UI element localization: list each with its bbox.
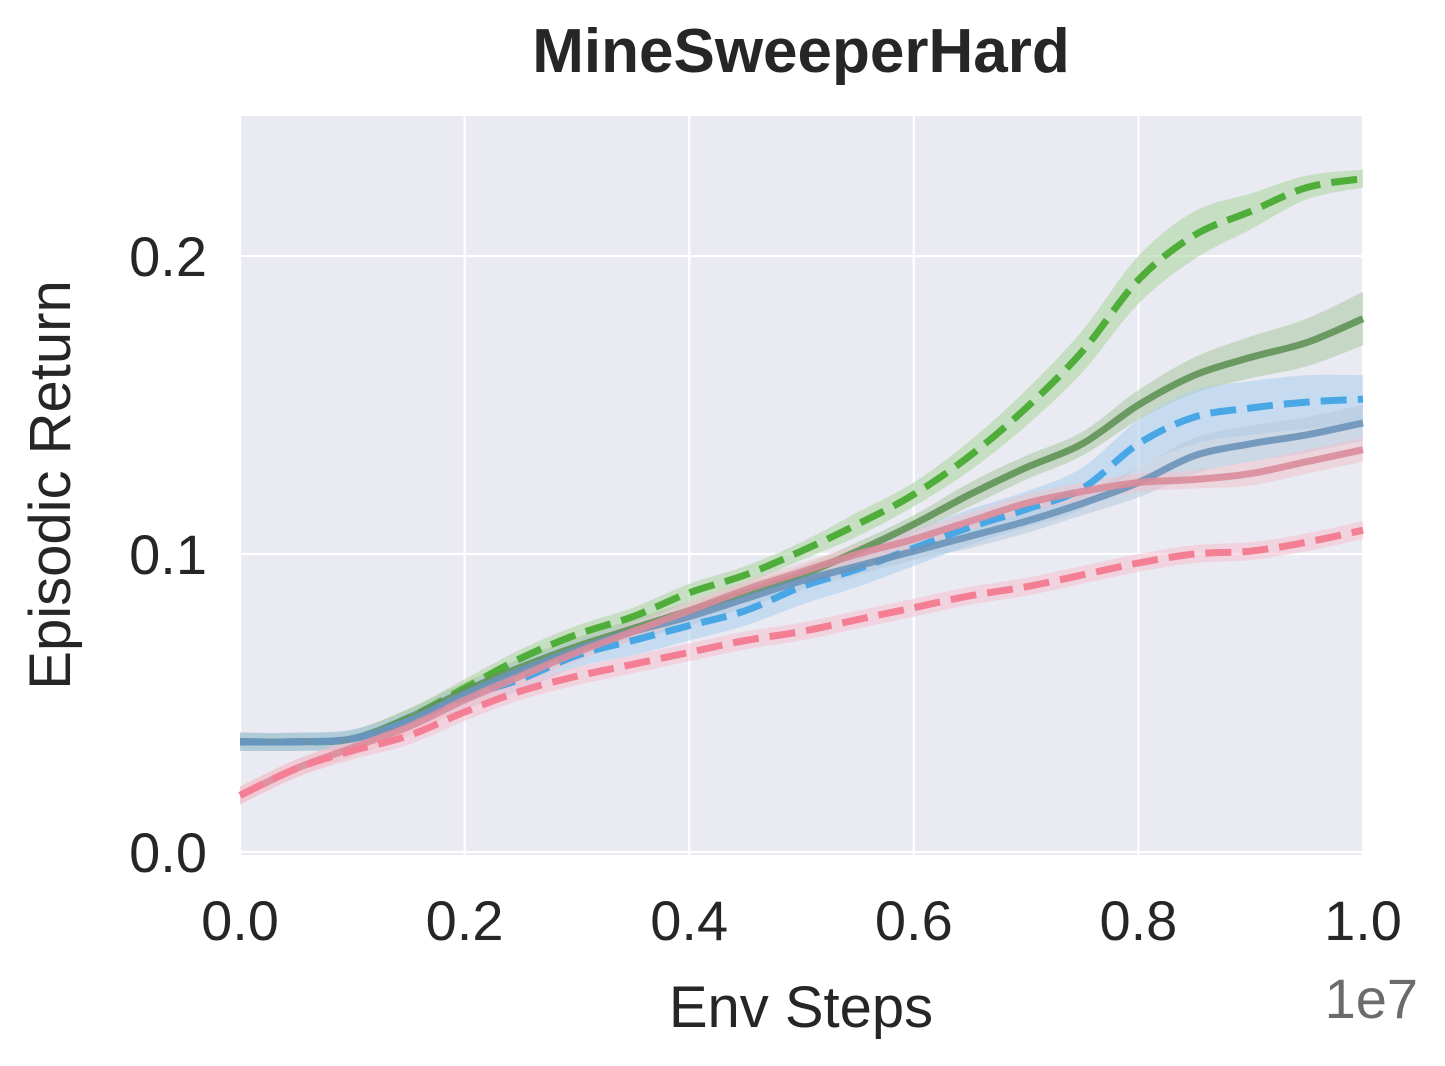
x-axis-offset-label: 1e7 <box>1325 967 1418 1030</box>
x-tick-label: 0.2 <box>426 889 504 952</box>
series-line-steelblue-solid <box>239 419 1364 746</box>
y-tick-label: 0.2 <box>129 225 207 288</box>
band-blue-dashed <box>240 374 1363 751</box>
series-line-rose-solid <box>238 446 1364 799</box>
x-tick-label: 0.6 <box>875 889 953 952</box>
x-tick-label: 0.0 <box>201 889 279 952</box>
x-tick-label: 0.8 <box>1099 889 1177 952</box>
series-line-pink-dashed <box>238 526 1364 799</box>
x-tick-label: 0.4 <box>650 889 728 952</box>
y-axis-label: Episodic Return <box>18 280 83 689</box>
band-darkgreen-solid <box>240 291 1363 751</box>
y-tick-label: 0.1 <box>129 523 207 586</box>
y-tick-label: 0.0 <box>129 821 207 884</box>
x-axis-label: Env Steps <box>669 975 933 1040</box>
series-lines <box>238 175 1365 799</box>
y-tick-labels: 0.0 0.1 0.2 <box>129 225 207 884</box>
x-tick-labels: 0.0 0.2 0.4 0.6 0.8 1.0 <box>201 889 1402 952</box>
chart-title: MineSweeperHard <box>532 17 1070 86</box>
band-green-dashed <box>240 169 1363 751</box>
x-tick-label: 1.0 <box>1324 889 1402 952</box>
